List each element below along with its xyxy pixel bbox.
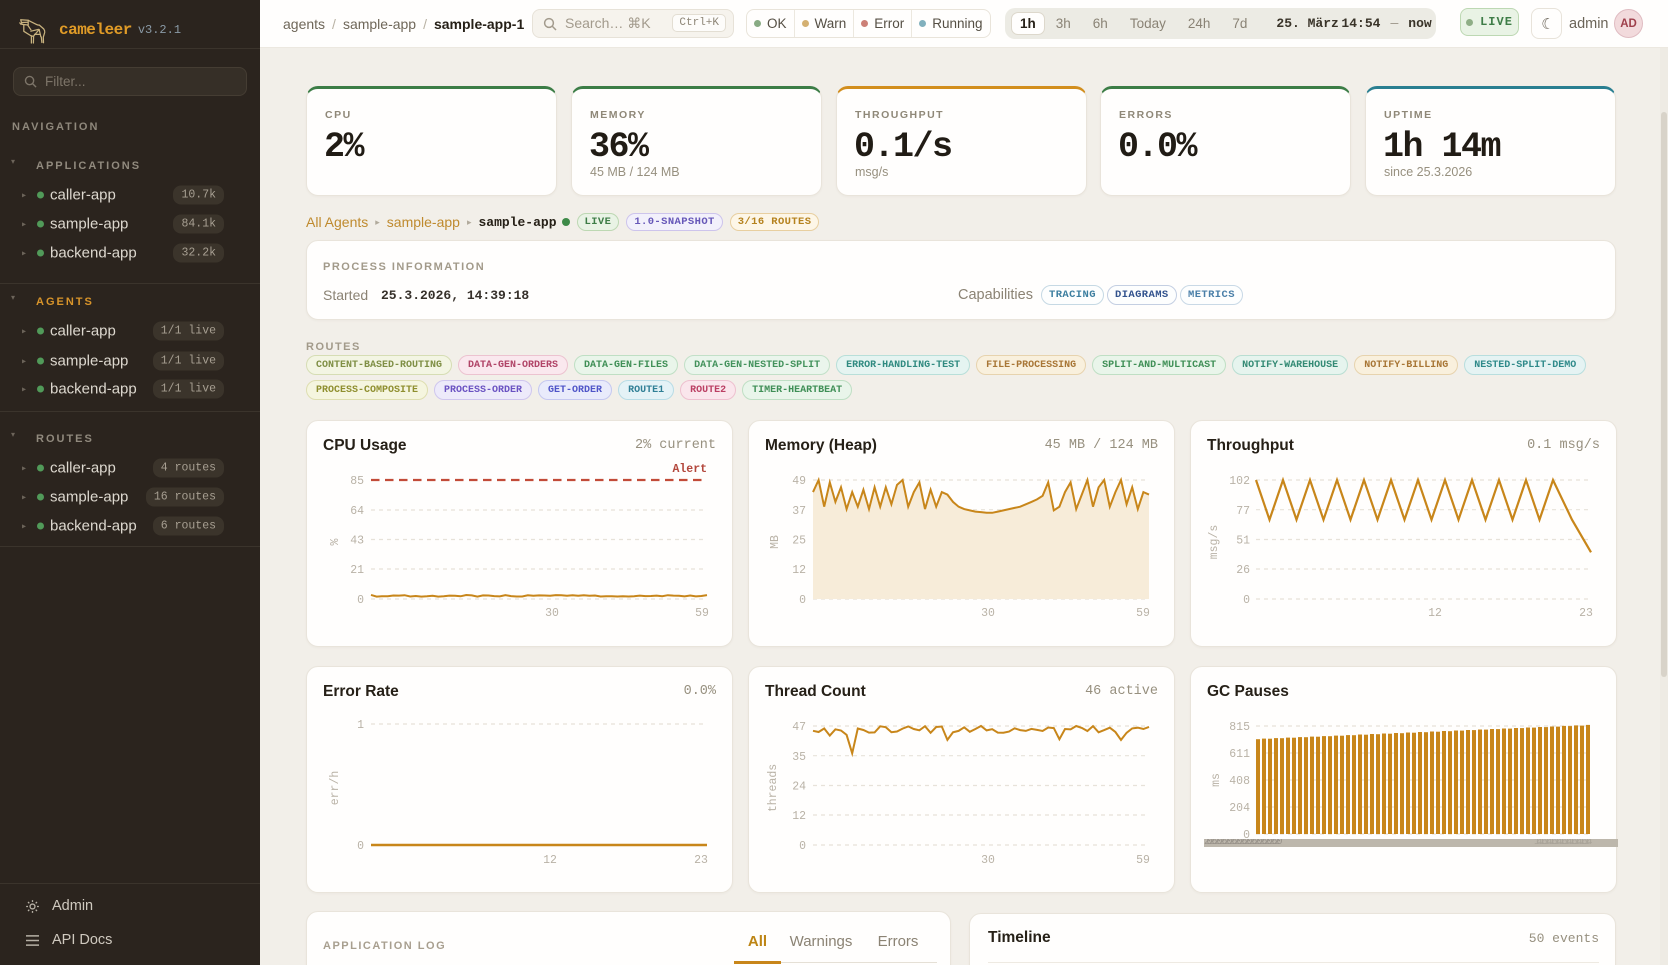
svg-text:408: 408: [1229, 775, 1250, 788]
svg-text:35: 35: [792, 751, 806, 764]
svg-text:611: 611: [1229, 748, 1250, 761]
svg-text:ms: ms: [1210, 773, 1223, 787]
svg-text:23: 23: [1579, 607, 1593, 620]
svg-text:25: 25: [792, 535, 806, 548]
svg-text:12: 12: [792, 810, 806, 823]
svg-text:64: 64: [350, 505, 364, 518]
svg-text:err/h: err/h: [329, 771, 342, 806]
svg-text:43: 43: [350, 535, 364, 548]
svg-text:0: 0: [357, 840, 364, 853]
svg-text:12: 12: [1428, 607, 1442, 620]
svg-text:26: 26: [1236, 564, 1250, 577]
svg-text:47: 47: [792, 721, 806, 734]
svg-text:49: 49: [792, 475, 806, 488]
svg-text:Alert: Alert: [672, 463, 707, 476]
svg-text:59: 59: [695, 607, 709, 620]
svg-text:77: 77: [1236, 505, 1250, 518]
svg-text:12: 12: [792, 564, 806, 577]
svg-text:51: 51: [1236, 535, 1250, 548]
svg-text:23: 23: [694, 854, 708, 867]
svg-text:%: %: [329, 538, 342, 545]
svg-text:85: 85: [350, 475, 364, 488]
svg-text:threads: threads: [767, 764, 780, 812]
svg-text:0: 0: [357, 594, 364, 607]
svg-text:0: 0: [1243, 594, 1250, 607]
svg-text:59: 59: [1136, 854, 1150, 867]
svg-text:102: 102: [1229, 475, 1250, 488]
svg-text:21: 21: [350, 564, 364, 577]
svg-text:msg/s: msg/s: [1208, 525, 1221, 560]
svg-text:0: 0: [799, 594, 806, 607]
svg-text:0: 0: [1243, 829, 1250, 842]
svg-text:59: 59: [1136, 607, 1150, 620]
svg-text:24: 24: [792, 781, 806, 794]
svg-text:MB: MB: [769, 535, 782, 549]
svg-text:1: 1: [357, 719, 364, 732]
svg-text:815: 815: [1229, 721, 1250, 734]
svg-text:0: 0: [799, 840, 806, 853]
svg-text:30: 30: [981, 607, 995, 620]
svg-text:30: 30: [981, 854, 995, 867]
svg-text:37: 37: [792, 505, 806, 518]
svg-text:12: 12: [543, 854, 557, 867]
svg-text:204: 204: [1229, 802, 1250, 815]
svg-text:30: 30: [545, 607, 559, 620]
